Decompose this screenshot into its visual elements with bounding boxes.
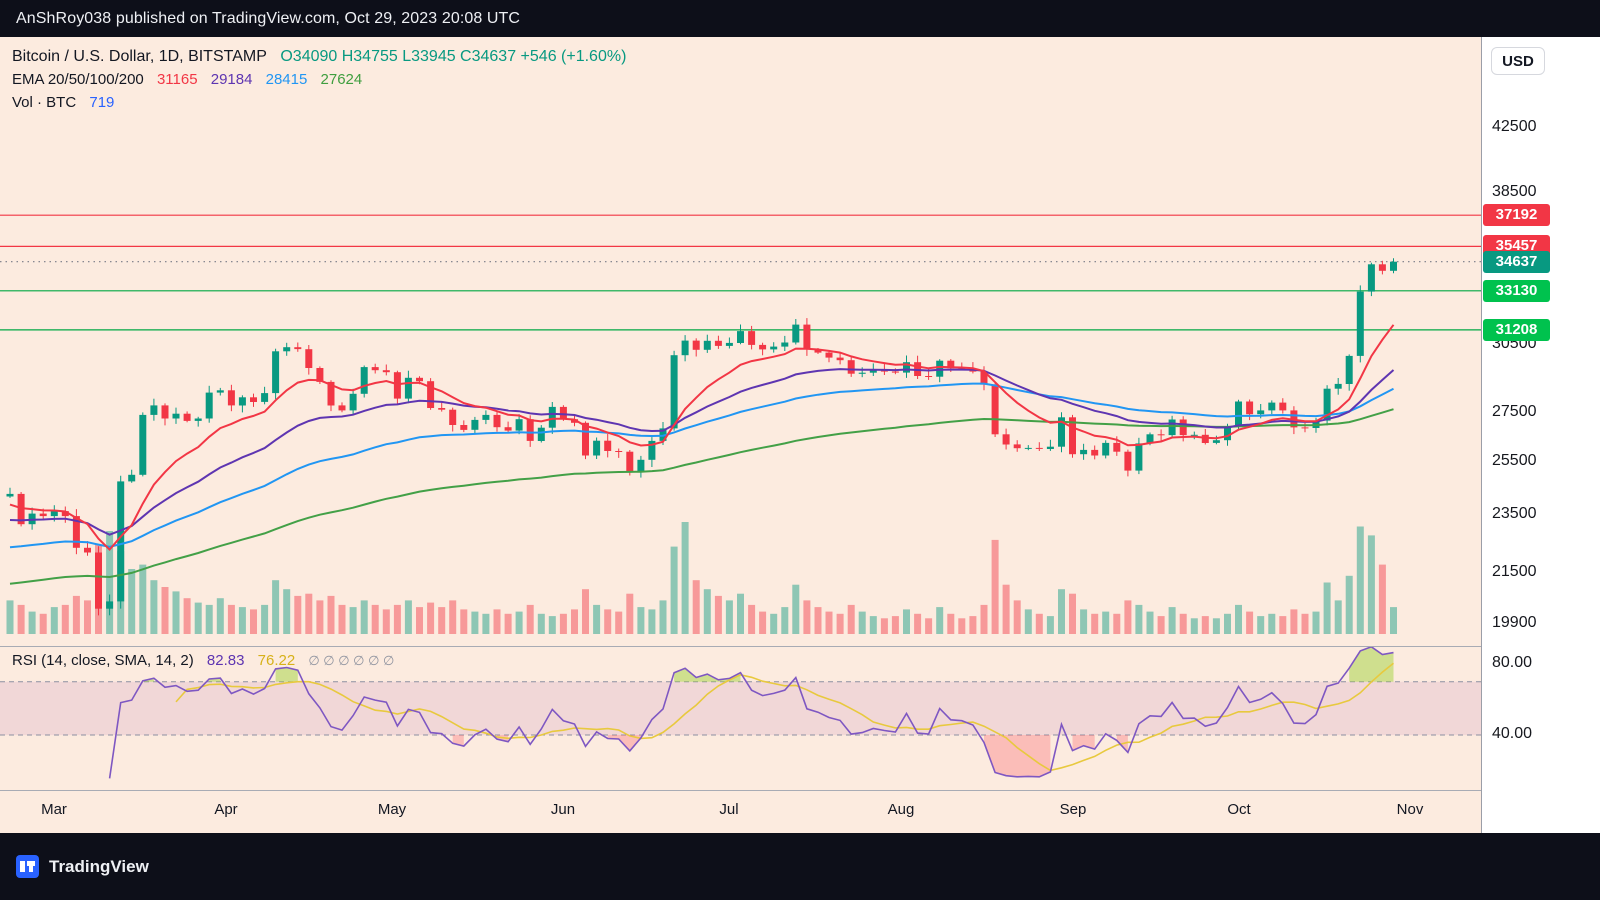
price-tick-label: 38500 bbox=[1492, 183, 1537, 200]
rsi-sma-line bbox=[175, 662, 1395, 772]
price-tick-label: 19900 bbox=[1492, 614, 1537, 631]
price-tick-label: 21500 bbox=[1492, 563, 1537, 580]
time-axis-label: Nov bbox=[1396, 801, 1424, 818]
rsi-zone-fill bbox=[1349, 646, 1394, 682]
ema-line bbox=[9, 382, 1394, 549]
rsi-tick-label: 40.00 bbox=[1492, 725, 1533, 742]
rsi-zone-fill bbox=[984, 735, 1051, 777]
price-tick-label: 25500 bbox=[1492, 452, 1537, 469]
time-axis-label: Aug bbox=[887, 801, 915, 818]
rsi-band bbox=[0, 681, 1481, 736]
pane-separator[interactable] bbox=[0, 646, 1600, 647]
rsi-pane[interactable] bbox=[0, 646, 1481, 790]
ema-line bbox=[9, 368, 1395, 536]
price-chart-pane[interactable] bbox=[0, 37, 1481, 646]
rsi-zone-fill bbox=[275, 667, 298, 682]
time-axis-label: Jun bbox=[550, 801, 576, 818]
ema-line bbox=[9, 324, 1395, 552]
price-level-badge: 33130 bbox=[1483, 280, 1550, 302]
price-tick-label: 23500 bbox=[1492, 505, 1537, 522]
rsi-tick-label: 80.00 bbox=[1492, 654, 1533, 671]
currency-toggle-button[interactable]: USD bbox=[1491, 47, 1545, 75]
time-axis[interactable]: Mar Apr May Jun Jul Aug Sep Oct Nov bbox=[0, 790, 1481, 833]
time-axis-label: Apr bbox=[214, 801, 238, 818]
time-axis-label: Jul bbox=[719, 801, 739, 818]
publish-header-text: AnShRoy038 published on TradingView.com,… bbox=[16, 9, 521, 27]
rsi-zone-fill bbox=[674, 668, 741, 682]
price-level-badge: 34637 bbox=[1483, 251, 1550, 273]
publish-header: AnShRoy038 published on TradingView.com,… bbox=[0, 0, 1600, 37]
ema-line bbox=[9, 408, 1394, 585]
rsi-line bbox=[108, 646, 1394, 779]
volume-series bbox=[6, 522, 1397, 634]
price-level-badge: 31208 bbox=[1483, 319, 1550, 341]
footer-bar: TradingView bbox=[0, 833, 1600, 900]
candlestick-series bbox=[6, 258, 1397, 616]
time-axis-label: Oct bbox=[1227, 801, 1251, 818]
tradingview-logo-icon[interactable] bbox=[16, 855, 39, 878]
time-axis-label: May bbox=[377, 801, 407, 818]
price-level-badge: 37192 bbox=[1483, 204, 1550, 226]
price-tick-label: 42500 bbox=[1492, 118, 1537, 135]
time-axis-label: Mar bbox=[41, 801, 67, 818]
price-tick-label: 27500 bbox=[1492, 403, 1537, 420]
time-axis-label: Sep bbox=[1059, 801, 1087, 818]
price-scale[interactable]: USD 42500 38500 30500 27500 25500 23500 21500 1… bbox=[1481, 37, 1600, 833]
tradingview-brand[interactable]: TradingView bbox=[49, 856, 149, 876]
